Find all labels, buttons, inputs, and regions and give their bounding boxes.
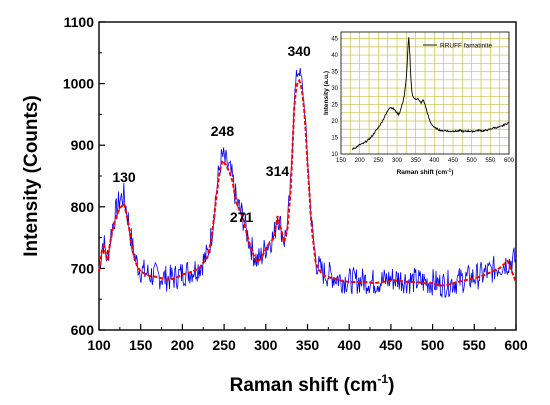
main-series-group (98, 67, 517, 298)
inset-x-tick-label: 250 (373, 158, 384, 164)
x-axis-title-close: ) (388, 375, 394, 396)
y-tick-label: 700 (71, 260, 95, 276)
peak-label: 271 (230, 209, 254, 225)
peak-label: 130 (112, 169, 136, 185)
inset-y-tick-label: 15 (331, 136, 338, 142)
inset-y-axis-title: Intensity (a.u.) (323, 71, 330, 115)
inset-y-tick-label: 35 (331, 70, 338, 76)
inset-y-tick-label: 45 (331, 37, 338, 43)
inset-legend-label: RRUFF famatinite (440, 43, 492, 50)
x-axis-title-superscript: -1 (377, 372, 388, 386)
y-tick-label: 800 (71, 199, 95, 215)
inset-y-tick-label: 30 (331, 86, 338, 92)
inset-plot: 150 200 250 300 350 400 450 500 550 600 10 15 20 25 30… (323, 31, 515, 177)
inset-grid (341, 32, 509, 154)
y-tick-label: 1000 (63, 76, 94, 92)
inset-x-axis-title-close: ) (451, 169, 453, 176)
inset-x-axis-title: Raman shift (cm-1) (397, 168, 454, 177)
y-tick-label: 600 (71, 322, 95, 338)
main-plot: 100 150 200 250 300 350 400 450 500 550 600 600 700 8… (21, 14, 528, 396)
x-axis-title: Raman shift (cm-1) (230, 372, 395, 396)
inset-x-tick-label: 300 (392, 158, 403, 164)
x-tick-label: 450 (379, 337, 403, 353)
inset-x-tick-label: 550 (485, 158, 496, 164)
inset-series-group (351, 37, 510, 151)
rruff-spectrum-line (351, 37, 510, 151)
x-tick-label: 550 (463, 337, 487, 353)
inset-x-tick-label: 500 (467, 158, 478, 164)
x-tick-label: 600 (504, 337, 528, 353)
inset-x-axis-title-main: Raman shift (cm (397, 169, 448, 176)
inset-plot-frame (340, 31, 510, 155)
inset-x-tick-label: 200 (355, 158, 366, 164)
x-tick-label: 400 (338, 337, 362, 353)
peak-labels: 130 248 271 314 340 (112, 43, 311, 225)
inset-x-tick-label: 150 (336, 158, 347, 164)
x-tick-label: 200 (171, 337, 195, 353)
fitted-spectrum-line (98, 78, 517, 287)
inset-y-tick-label: 25 (331, 103, 338, 109)
y-tick-label: 900 (71, 137, 95, 153)
inset-legend: RRUFF famatinite (423, 43, 492, 50)
x-tick-label: 100 (87, 337, 111, 353)
inset-axis-ticks: 150 200 250 300 350 400 450 500 550 600 10 15 20 25 30… (331, 37, 514, 164)
y-tick-label: 1100 (64, 14, 95, 30)
inset-x-tick-label: 350 (411, 158, 422, 164)
x-tick-label: 350 (296, 337, 320, 353)
peak-label: 314 (266, 163, 290, 179)
x-tick-label: 150 (129, 337, 153, 353)
x-tick-label: 500 (421, 337, 445, 353)
inset-x-tick-label: 450 (448, 158, 459, 164)
y-axis-title: Intensity (Counts) (21, 95, 42, 257)
inset-y-tick-label: 10 (331, 152, 338, 158)
inset-x-axis-title-superscript: -1 (447, 168, 451, 173)
inset-x-tick-label: 400 (429, 158, 440, 164)
x-axis-title-main: Raman shift (cm (230, 375, 378, 396)
peak-label: 248 (211, 123, 235, 139)
inset-y-tick-label: 20 (331, 119, 338, 125)
x-tick-label: 250 (212, 337, 236, 353)
main-axis-ticks: 100 150 200 250 300 350 400 450 500 550 600 600 700 8… (63, 14, 528, 353)
peak-label: 340 (287, 43, 311, 59)
inset-y-tick-label: 40 (331, 53, 338, 59)
x-tick-label: 300 (254, 337, 278, 353)
inset-x-tick-label: 600 (504, 158, 515, 164)
